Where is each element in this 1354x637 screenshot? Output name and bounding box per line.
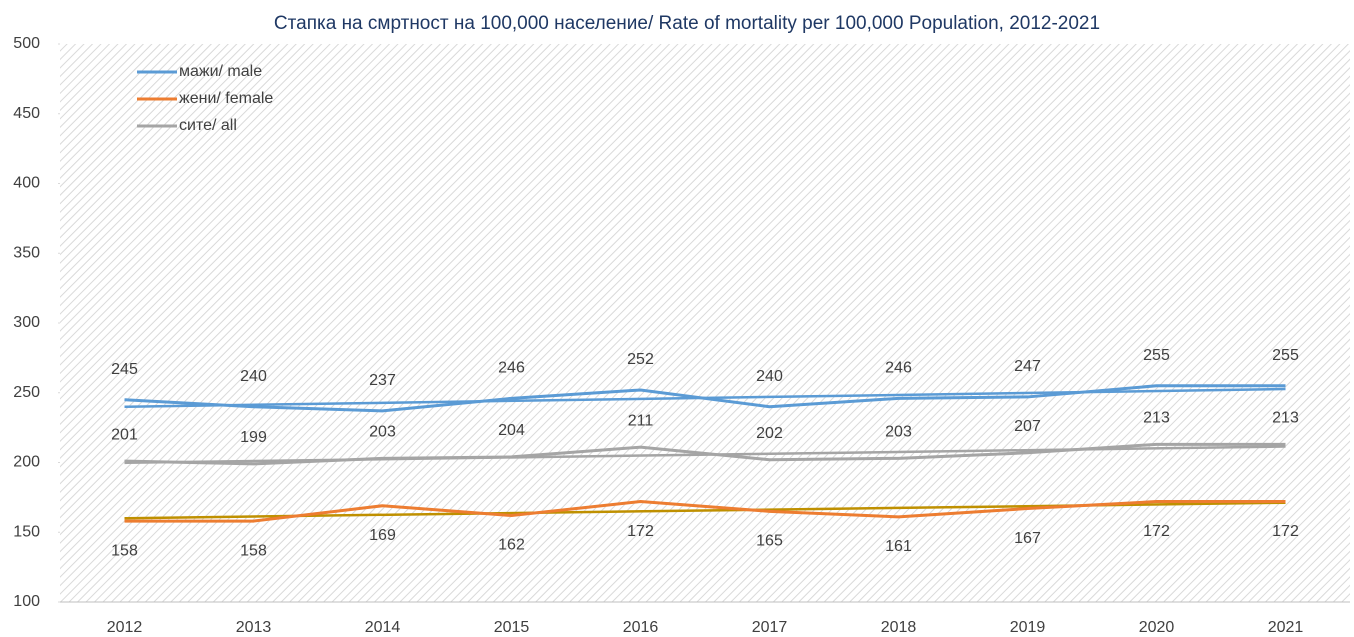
chart-title: Стапка на смртност на 100,000 население/… [274,13,1100,34]
data-label: 158 [111,542,138,559]
data-label: 158 [240,542,267,559]
data-label: 213 [1272,410,1299,427]
x-tick-label: 2021 [1268,619,1304,636]
x-tick-label: 2015 [494,619,530,636]
x-tick-label: 2014 [365,619,401,636]
data-label: 201 [111,426,138,443]
series-line [124,442,1286,466]
x-tick-label: 2018 [881,619,917,636]
data-label: 240 [240,368,267,385]
data-label: 204 [498,422,525,439]
data-label: 172 [627,523,654,540]
data-label: 246 [498,360,525,377]
y-tick-label: 350 [13,244,40,261]
series-line [124,384,1286,413]
data-label: 252 [627,351,654,368]
data-label: 202 [756,425,783,442]
data-label: 199 [240,429,267,446]
data-label: 169 [369,527,396,544]
legend-label: мажи/ male [179,63,262,80]
series-line [124,500,1286,523]
x-tick-label: 2016 [623,619,659,636]
y-tick-label: 300 [13,314,40,331]
data-label: 161 [885,538,912,555]
data-label: 167 [1014,530,1041,547]
y-tick-label: 200 [13,454,40,471]
x-tick-label: 2020 [1139,619,1175,636]
y-tick-label: 500 [13,35,40,52]
x-tick-label: 2017 [752,619,788,636]
x-tick-label: 2013 [236,619,272,636]
legend-label: сите/ all [179,117,237,134]
y-tick-label: 150 [13,523,40,540]
x-tick-label: 2019 [1010,619,1046,636]
data-label: 172 [1143,523,1170,540]
data-label: 255 [1143,347,1170,364]
data-label: 207 [1014,418,1041,435]
data-label: 211 [628,412,654,429]
data-label: 237 [369,372,396,389]
legend-label: жени/ female [179,90,273,107]
data-label: 213 [1143,410,1170,427]
y-tick-label: 250 [13,384,40,401]
y-tick-label: 400 [13,175,40,192]
y-tick-label: 450 [13,105,40,122]
data-label: 162 [498,537,525,554]
data-label: 203 [369,424,396,441]
data-label: 172 [1272,523,1299,540]
plot-background [60,44,1350,602]
data-label: 246 [885,360,912,377]
y-tick-label: 100 [13,593,40,610]
data-label: 255 [1272,347,1299,364]
data-label: 165 [756,533,783,550]
data-label: 203 [885,424,912,441]
data-label: 247 [1014,358,1041,375]
data-label: 245 [111,361,138,378]
data-label: 240 [756,368,783,385]
x-tick-label: 2012 [107,619,143,636]
